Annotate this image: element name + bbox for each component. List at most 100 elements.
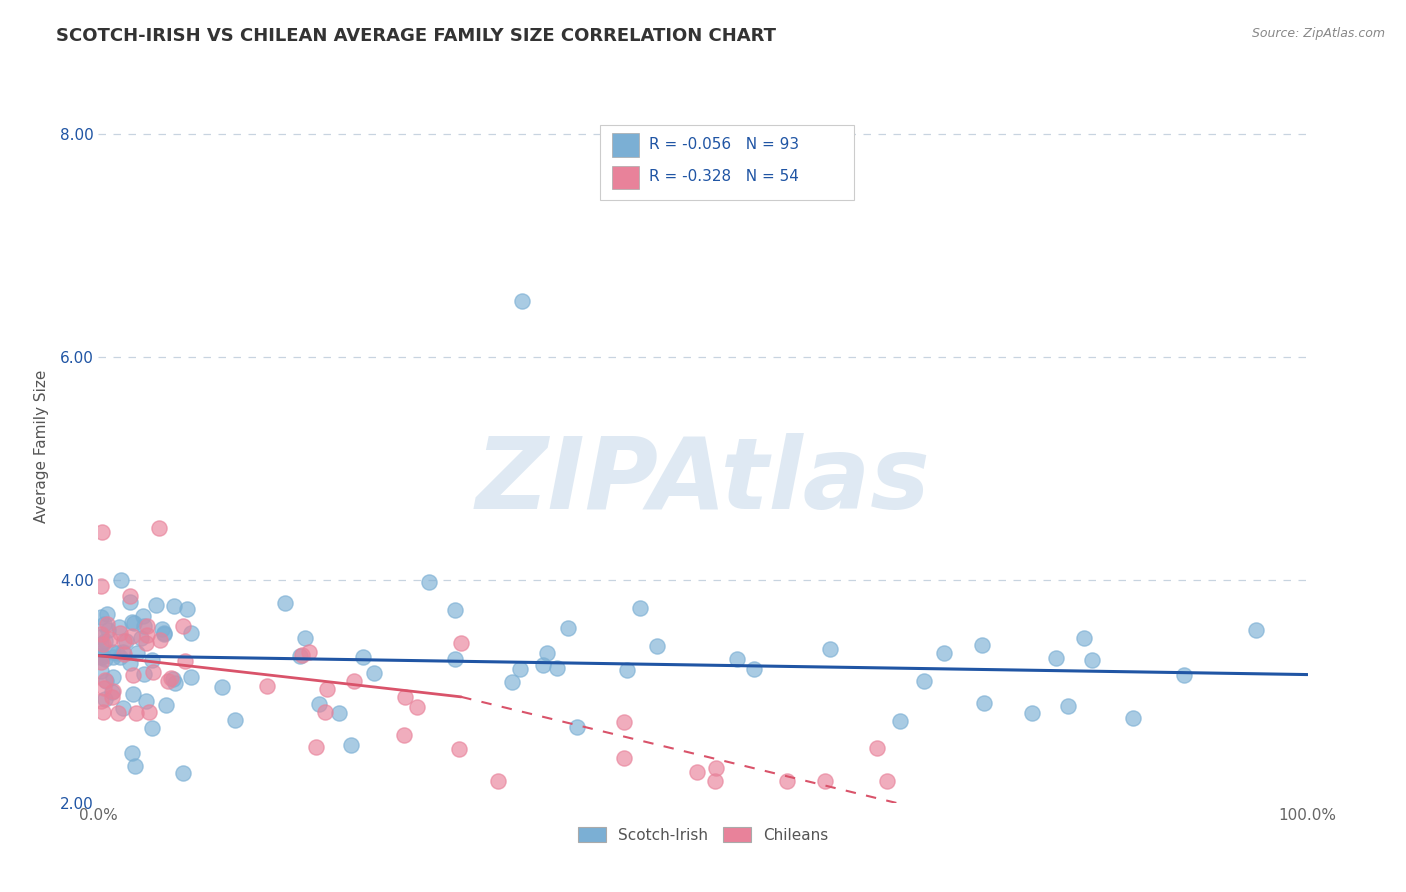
Point	[315, 705, 337, 719]
Point	[176, 602, 198, 616]
Point	[703, 773, 725, 788]
Point	[132, 608, 155, 623]
Point	[546, 660, 568, 674]
Point	[138, 705, 160, 719]
Point	[112, 645, 135, 659]
Point	[107, 706, 129, 721]
Point	[509, 662, 531, 676]
Point	[122, 616, 145, 631]
Point	[145, 599, 167, 613]
Point	[273, 596, 295, 610]
Point	[156, 673, 179, 688]
Point	[450, 635, 472, 649]
Point	[101, 645, 124, 659]
Point	[103, 649, 125, 664]
Point	[90, 646, 112, 660]
Point	[1173, 668, 1195, 682]
Point	[340, 738, 363, 752]
Point	[444, 602, 467, 616]
Point	[136, 619, 159, 633]
Point	[444, 652, 467, 666]
Point	[91, 637, 114, 651]
Point	[135, 636, 157, 650]
Point	[101, 685, 124, 699]
FancyBboxPatch shape	[600, 125, 855, 200]
Point	[91, 706, 114, 720]
Point	[180, 626, 202, 640]
Point	[704, 761, 727, 775]
Point	[90, 694, 112, 708]
Point	[136, 628, 159, 642]
Point	[343, 674, 366, 689]
Text: Source: ZipAtlas.com: Source: ZipAtlas.com	[1251, 27, 1385, 40]
Point	[392, 728, 415, 742]
Point	[889, 714, 911, 728]
Point	[163, 599, 186, 613]
Point	[912, 674, 935, 689]
Point	[90, 627, 112, 641]
Point	[131, 631, 153, 645]
Point	[108, 626, 131, 640]
Point	[776, 773, 799, 788]
Point	[115, 633, 138, 648]
Point	[686, 764, 709, 779]
Point	[112, 634, 135, 648]
Point	[418, 574, 440, 589]
Point	[612, 714, 634, 729]
Point	[121, 629, 143, 643]
Point	[1081, 653, 1104, 667]
Point	[180, 670, 202, 684]
Point	[973, 696, 995, 710]
Point	[394, 690, 416, 704]
Point	[150, 623, 173, 637]
Point	[160, 671, 183, 685]
Point	[1244, 623, 1267, 637]
Text: R = -0.328   N = 54: R = -0.328 N = 54	[648, 169, 799, 185]
Point	[90, 637, 112, 651]
Point	[153, 627, 176, 641]
Point	[100, 690, 122, 704]
Point	[294, 632, 316, 646]
Point	[94, 651, 117, 665]
Point	[91, 650, 114, 665]
Point	[149, 633, 172, 648]
Y-axis label: Average Family Size: Average Family Size	[34, 369, 49, 523]
Point	[814, 773, 837, 788]
Point	[172, 619, 194, 633]
Point	[111, 701, 134, 715]
Point	[91, 524, 114, 539]
Text: R = -0.056   N = 93: R = -0.056 N = 93	[648, 137, 799, 153]
Point	[94, 634, 117, 648]
Point	[155, 698, 177, 713]
Point	[172, 766, 194, 780]
Point	[141, 653, 163, 667]
Point	[148, 520, 170, 534]
Point	[93, 673, 115, 687]
Point	[291, 648, 314, 662]
Point	[120, 595, 142, 609]
Point	[105, 647, 128, 661]
Point	[118, 589, 141, 603]
Point	[628, 601, 651, 615]
Point	[98, 632, 121, 646]
Point	[1045, 650, 1067, 665]
Point	[162, 672, 184, 686]
Legend: Scotch-Irish, Chileans: Scotch-Irish, Chileans	[572, 821, 834, 848]
Point	[865, 740, 887, 755]
Point	[406, 700, 429, 714]
Point	[557, 621, 579, 635]
Point	[90, 630, 112, 644]
Point	[125, 646, 148, 660]
Point	[90, 649, 112, 664]
Point	[328, 706, 350, 720]
Point	[876, 773, 898, 788]
Point	[742, 661, 765, 675]
Point	[141, 721, 163, 735]
Point	[1021, 706, 1043, 720]
Point	[122, 687, 145, 701]
Point	[536, 646, 558, 660]
Point	[1073, 632, 1095, 646]
Point	[96, 617, 118, 632]
Point	[93, 692, 115, 706]
Text: SCOTCH-IRISH VS CHILEAN AVERAGE FAMILY SIZE CORRELATION CHART: SCOTCH-IRISH VS CHILEAN AVERAGE FAMILY S…	[56, 27, 776, 45]
